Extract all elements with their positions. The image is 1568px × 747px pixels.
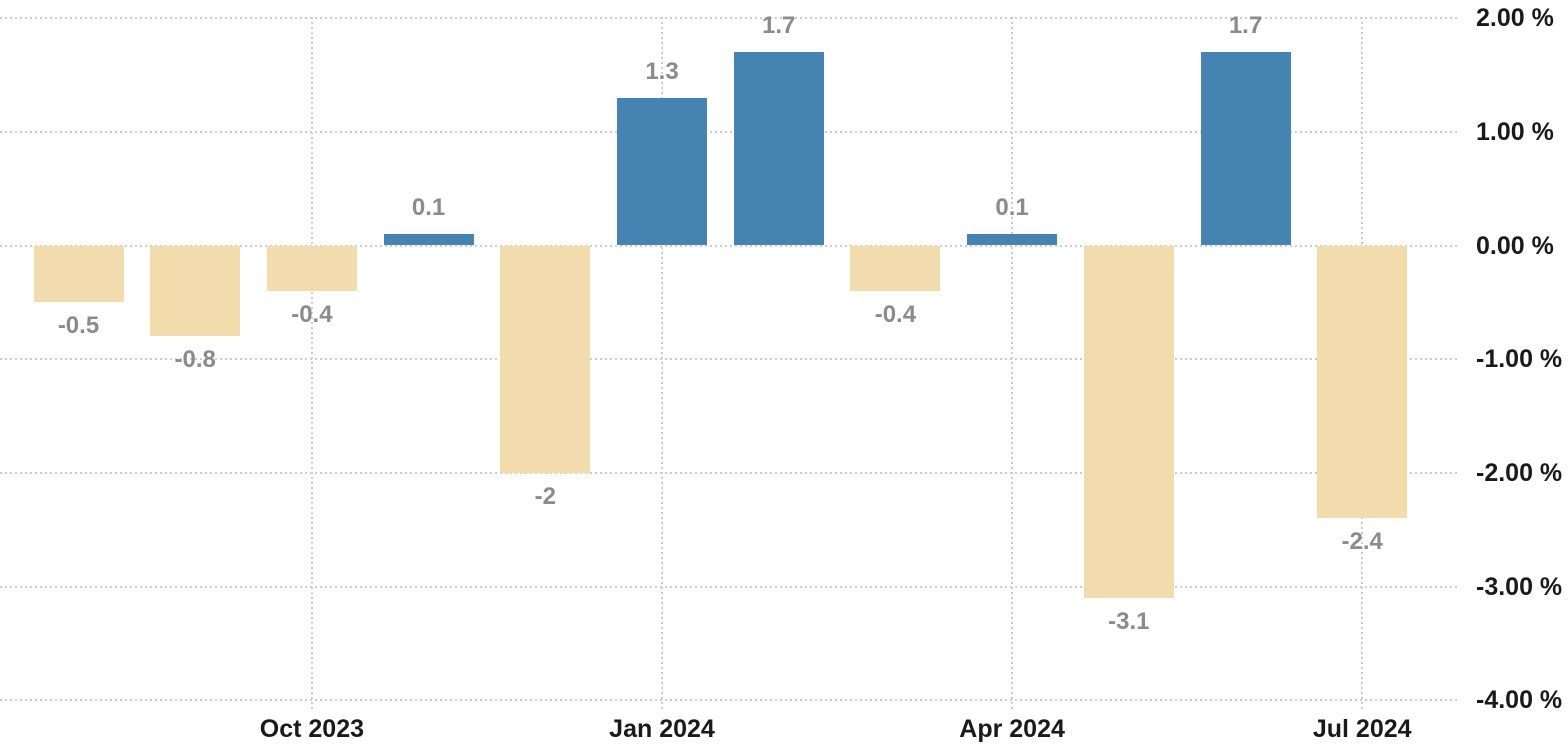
gridline-horizontal xyxy=(0,699,1458,702)
bar-value-label: -0.5 xyxy=(57,312,100,340)
bar xyxy=(967,234,1058,246)
gridline-vertical xyxy=(661,17,663,712)
gridline-horizontal xyxy=(0,358,1458,361)
gridline-horizontal xyxy=(0,471,1458,474)
y-axis-tick-label: 1.00 % xyxy=(1476,117,1554,146)
bar-value-label: -2.4 xyxy=(1341,528,1383,556)
x-axis-tick-label: Jul 2024 xyxy=(1312,715,1412,743)
bar xyxy=(617,97,707,246)
y-axis-tick-label: -3.00 % xyxy=(1476,572,1563,601)
y-axis-tick-label: -1.00 % xyxy=(1476,345,1563,374)
bar-value-label: 1.3 xyxy=(645,57,679,85)
y-axis-tick-label: 2.00 % xyxy=(1476,4,1554,33)
gridline-horizontal xyxy=(0,585,1458,588)
bar-value-label: 1.7 xyxy=(762,12,796,40)
bar-value-label: -0.4 xyxy=(874,300,917,328)
bar-value-label: -0.4 xyxy=(291,300,333,328)
bar xyxy=(733,52,824,246)
x-axis-tick-label: Jan 2024 xyxy=(609,715,715,743)
gridline-horizontal xyxy=(0,244,1458,247)
gridline-vertical xyxy=(1011,17,1014,712)
x-axis-tick-label: Apr 2024 xyxy=(959,715,1065,743)
bar-value-label: -3.1 xyxy=(1108,607,1150,635)
bar xyxy=(266,245,357,291)
gridline-horizontal xyxy=(0,130,1458,133)
bar-value-label: 1.7 xyxy=(1228,12,1263,40)
bar-value-label: 0.1 xyxy=(995,194,1029,222)
gridline-horizontal xyxy=(0,17,1458,20)
y-axis-tick-label: -4.00 % xyxy=(1476,686,1563,715)
bar-value-label: 0.1 xyxy=(411,194,446,222)
bar xyxy=(383,234,474,246)
x-axis-tick-label: Oct 2023 xyxy=(259,715,365,743)
bar xyxy=(1200,52,1291,246)
bar xyxy=(33,245,124,303)
bar-value-label: -0.8 xyxy=(174,346,216,374)
y-axis-tick-label: 0.00 % xyxy=(1476,231,1554,260)
bar xyxy=(150,245,241,337)
bar xyxy=(850,245,941,291)
bar xyxy=(500,245,591,473)
y-axis-tick-label: -2.00 % xyxy=(1476,458,1563,487)
bar-value-label: -2 xyxy=(534,482,556,510)
bar xyxy=(1317,245,1408,519)
gridline-vertical xyxy=(310,17,313,712)
bar xyxy=(1083,245,1174,598)
